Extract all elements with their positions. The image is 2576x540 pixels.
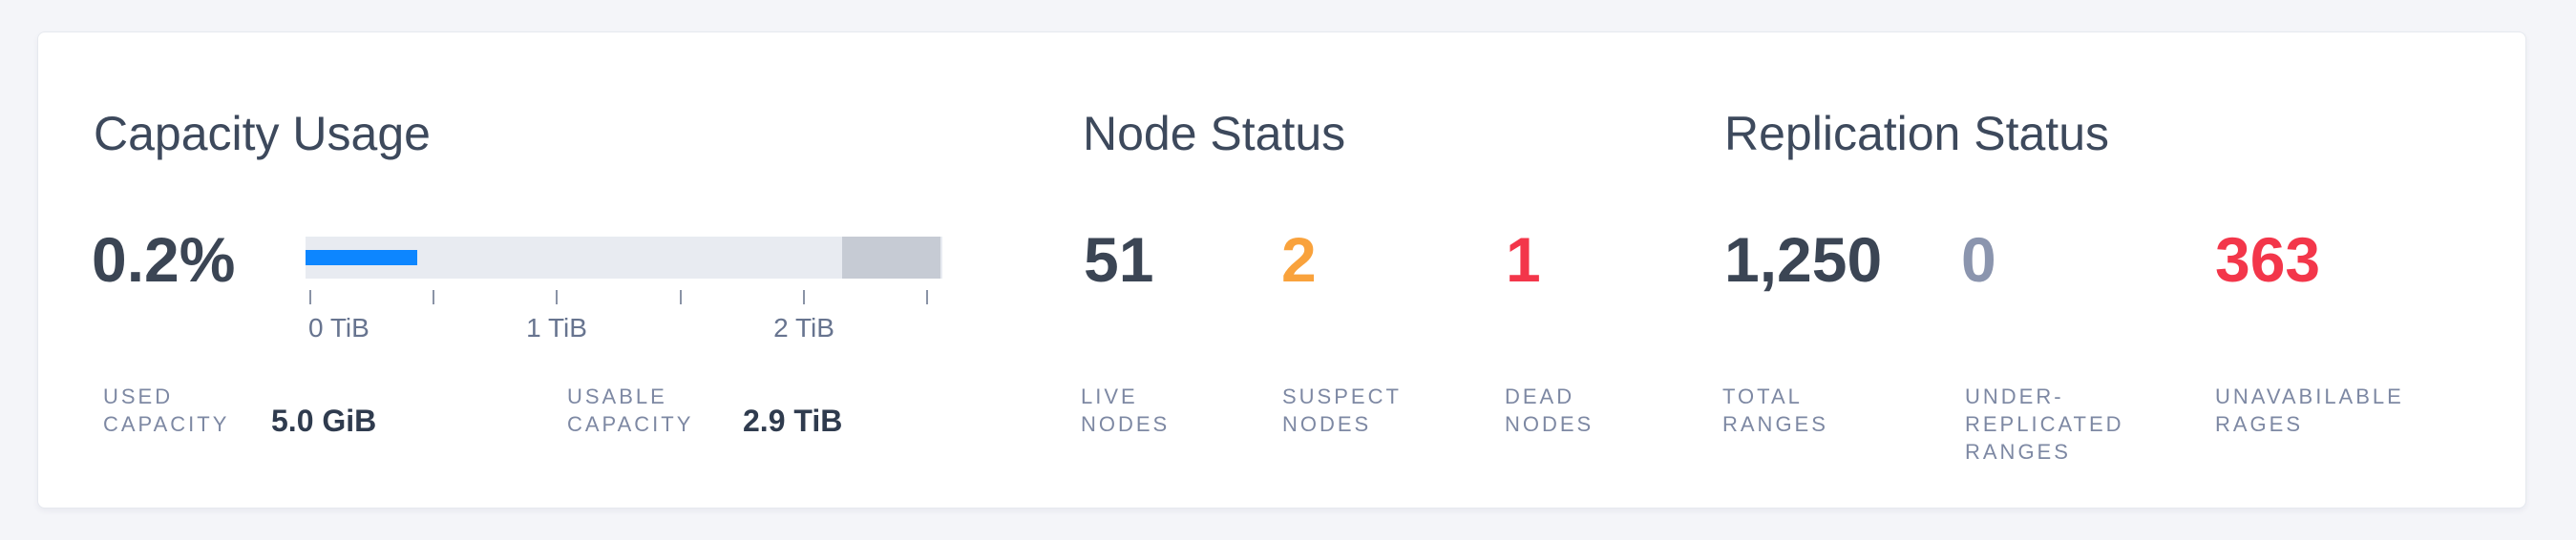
live-nodes-count: 51 bbox=[1084, 224, 1154, 295]
dead-nodes-count: 1 bbox=[1506, 224, 1541, 295]
capacity-used-percent: 0.2% bbox=[92, 224, 236, 295]
usable-capacity-label: USABLE CAPACITY bbox=[567, 384, 694, 436]
capacity-bar-used-segment bbox=[306, 250, 417, 265]
axis-tick bbox=[309, 290, 311, 304]
capacity-bar-track bbox=[306, 237, 942, 279]
suspect-nodes-count: 2 bbox=[1281, 224, 1317, 295]
usable-capacity-value: 2.9 TiB bbox=[743, 404, 843, 438]
cluster-overview-panel: Capacity Usage 0.2% 0 TiB 1 TiB 2 TiB US… bbox=[37, 31, 2526, 509]
axis-label-2tib: 2 TiB bbox=[773, 313, 834, 343]
total-ranges-count: 1,250 bbox=[1724, 224, 1883, 295]
axis-tick bbox=[433, 290, 434, 304]
capacity-bar-nonusable-segment bbox=[842, 237, 940, 279]
axis-tick bbox=[680, 290, 682, 304]
suspect-nodes-label: SUSPECT NODES bbox=[1282, 384, 1402, 436]
replication-status-title: Replication Status bbox=[1724, 107, 2110, 160]
under-replicated-ranges-label: UNDER- REPLICATED RANGES bbox=[1965, 384, 2124, 464]
axis-tick bbox=[926, 290, 928, 304]
node-status-title: Node Status bbox=[1083, 107, 1346, 160]
axis-tick bbox=[803, 290, 805, 304]
live-nodes-label: LIVE NODES bbox=[1081, 384, 1171, 436]
under-replicated-ranges-count: 0 bbox=[1961, 224, 1996, 295]
capacity-usage-title: Capacity Usage bbox=[94, 107, 431, 160]
dead-nodes-label: DEAD NODES bbox=[1505, 384, 1594, 436]
total-ranges-label: TOTAL RANGES bbox=[1722, 384, 1828, 436]
axis-label-0tib: 0 TiB bbox=[308, 313, 370, 343]
axis-tick bbox=[556, 290, 558, 304]
used-capacity-value: 5.0 GiB bbox=[271, 404, 377, 438]
axis-label-1tib: 1 TiB bbox=[526, 313, 587, 343]
unavailable-ranges-label: UNAVABILABLE RAGES bbox=[2215, 384, 2404, 436]
used-capacity-label: USED CAPACITY bbox=[103, 384, 230, 436]
unavailable-ranges-count: 363 bbox=[2215, 224, 2321, 295]
